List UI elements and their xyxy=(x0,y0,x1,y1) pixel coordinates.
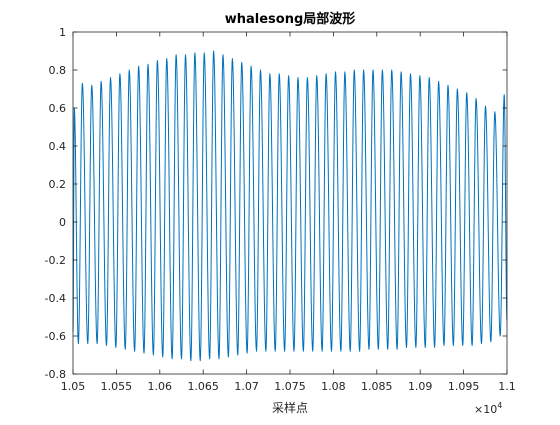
x-exponent-label: ×104 xyxy=(474,401,502,416)
y-tick-label: 1 xyxy=(59,26,66,39)
y-tick-label: 0.6 xyxy=(49,102,67,115)
y-tick-label: 0.4 xyxy=(49,140,67,153)
chart-title: whalesong局部波形 xyxy=(225,11,356,27)
y-tick-label: -0.2 xyxy=(45,254,66,267)
x-tick-label: 1.065 xyxy=(187,380,219,393)
x-tick-label: 1.07 xyxy=(234,380,259,393)
x-tick-label: 1.09 xyxy=(408,380,433,393)
series-group xyxy=(72,50,508,362)
x-tick-label: 1.055 xyxy=(101,380,133,393)
y-tick-label: -0.8 xyxy=(45,368,66,381)
y-tick-label: 0.2 xyxy=(49,178,67,191)
y-tick-label: 0 xyxy=(59,216,66,229)
y-tick-label: 0.8 xyxy=(49,64,67,77)
x-exponent-base: ×10 xyxy=(474,403,497,416)
x-tick-label: 1.075 xyxy=(274,380,306,393)
y-tick-label: -0.4 xyxy=(45,292,66,305)
y-tick-label: -0.6 xyxy=(45,330,66,343)
x-tick-label: 1.05 xyxy=(61,380,86,393)
ticks-group: 1.05 1.055 1.06 1.065 1.07 1.075 1.08 1.085 1.09… xyxy=(45,26,516,393)
x-tick-label: 1.085 xyxy=(361,380,393,393)
x-tick-label: 1.1 xyxy=(498,380,516,393)
waveform-line xyxy=(72,50,508,362)
x-tick-label: 1.06 xyxy=(148,380,173,393)
axes-box xyxy=(72,31,508,375)
x-tick-label: 1.08 xyxy=(321,380,346,393)
x-exponent-power: 4 xyxy=(497,401,502,410)
x-axis-label: 采样点 xyxy=(272,400,308,415)
x-tick-label: 1.095 xyxy=(448,380,480,393)
